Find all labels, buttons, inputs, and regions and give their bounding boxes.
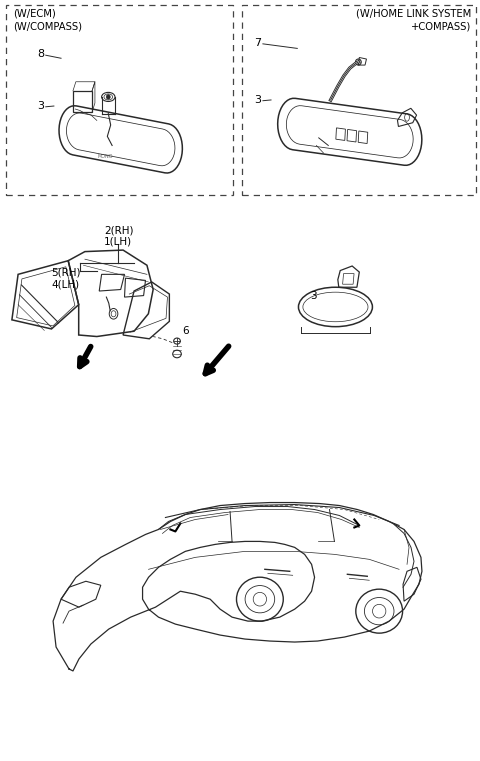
Text: 3: 3 (37, 101, 44, 111)
Text: (W/HOME LINK SYSTEM
+COMPASS): (W/HOME LINK SYSTEM +COMPASS) (356, 9, 471, 31)
Text: 5(RH): 5(RH) (51, 268, 81, 278)
Text: 3: 3 (311, 291, 317, 301)
Text: 8: 8 (37, 49, 44, 59)
Text: 6: 6 (182, 326, 189, 336)
Bar (242, 5, 476, 195)
Text: 2(RH): 2(RH) (104, 225, 133, 235)
Text: 3: 3 (254, 95, 261, 105)
Text: 1(LH): 1(LH) (104, 237, 132, 247)
Text: 7: 7 (254, 38, 262, 48)
Text: (W/ECM)
(W/COMPASS): (W/ECM) (W/COMPASS) (13, 9, 82, 31)
Ellipse shape (107, 94, 110, 99)
Text: MONO: MONO (97, 154, 113, 158)
Text: 4(LH): 4(LH) (51, 279, 80, 289)
Bar (6, 5, 233, 195)
